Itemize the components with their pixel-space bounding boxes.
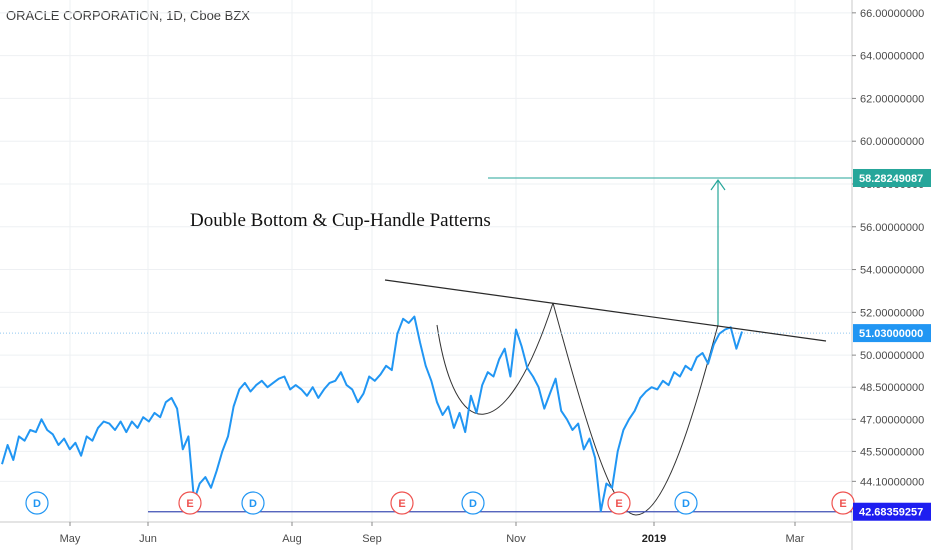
cup-curve-1 xyxy=(436,302,554,415)
dividend-marker-circle xyxy=(461,491,485,515)
last-price-tag: 51.03000000 xyxy=(853,324,931,343)
earnings-marker-label: E xyxy=(839,498,846,510)
y-tick-label: 50.00000000 xyxy=(860,350,924,362)
dividend-marker-label: D xyxy=(33,498,41,510)
target-price-tag-label: 58.28249087 xyxy=(859,173,923,185)
cup-curve-2 xyxy=(552,302,719,516)
y-tick-label: 54.00000000 xyxy=(860,265,924,277)
y-tick-label: 44.10000000 xyxy=(860,476,924,488)
dividend-marker-label: D xyxy=(682,498,690,510)
earnings-marker-label: E xyxy=(186,498,193,510)
earnings-marker: E xyxy=(178,491,202,515)
earnings-marker-label: E xyxy=(615,498,622,510)
dividend-marker: D xyxy=(25,491,49,515)
price-tags: 58.28249087 51.03000000 42.68359257 xyxy=(853,168,931,521)
dividend-marker-circle xyxy=(241,491,265,515)
earnings-marker: E xyxy=(607,491,631,515)
y-tick-label: 64.00000000 xyxy=(860,51,924,63)
y-tick-label: 45.50000000 xyxy=(860,446,924,458)
earnings-marker-label: E xyxy=(398,498,405,510)
x-tick-label: 2019 xyxy=(642,533,666,545)
earnings-marker: E xyxy=(390,491,414,515)
target-arrow-head xyxy=(710,178,726,191)
x-tick-label: May xyxy=(60,533,81,545)
x-tick-label: Jun xyxy=(139,533,157,545)
x-tick-label: Sep xyxy=(362,533,382,545)
dividend-marker: D xyxy=(461,491,485,515)
dividend-marker-circle xyxy=(25,491,49,515)
dividend-marker-circle xyxy=(674,491,698,515)
x-tick-label: Aug xyxy=(282,533,302,545)
annotation-text: Double Bottom & Cup-Handle Patterns xyxy=(190,210,491,231)
dividend-marker-label: D xyxy=(249,498,257,510)
earnings-marker-circle xyxy=(390,491,414,515)
earnings-marker-circle xyxy=(178,491,202,515)
level-lines xyxy=(0,177,852,513)
last-price-tag-bg xyxy=(853,324,931,343)
x-tick-label: Mar xyxy=(786,533,805,545)
y-tick-label: 66.00000000 xyxy=(860,8,924,20)
support-price-tag-bg xyxy=(853,502,931,521)
target-price-tag: 58.28249087 xyxy=(853,168,931,187)
target-price-tag-bg xyxy=(853,168,931,187)
y-tick-label: 62.00000000 xyxy=(860,93,924,105)
support-price-tag: 42.68359257 xyxy=(853,502,931,521)
pattern-curves xyxy=(436,302,719,516)
dividend-marker: D xyxy=(241,491,265,515)
earnings-marker-circle xyxy=(607,491,631,515)
dividend-marker: D xyxy=(674,491,698,515)
symbol-title: ORACLE CORPORATION, 1D, Cboe BZX xyxy=(6,8,250,23)
price-series xyxy=(1,315,743,513)
grid xyxy=(0,0,852,522)
dividend-marker-label: D xyxy=(469,498,477,510)
y-tick-label: 52.00000000 xyxy=(860,307,924,319)
y-axis: 66.00000000 64.00000000 62.00000000 60.0000… xyxy=(852,8,924,488)
last-price-tag-label: 51.03000000 xyxy=(859,328,923,340)
y-tick-label: 48.50000000 xyxy=(860,382,924,394)
support-price-tag-label: 42.68359257 xyxy=(859,507,923,519)
x-tick-label: Nov xyxy=(506,533,526,545)
y-tick-label: 47.00000000 xyxy=(860,414,924,426)
axis-lines xyxy=(0,0,853,550)
price-line xyxy=(1,315,743,513)
earnings-marker: E xyxy=(831,491,855,515)
y-tick-label: 56.00000000 xyxy=(860,222,924,234)
resistance-trendline xyxy=(384,279,827,342)
x-axis: May Jun Aug Sep Nov 2019 Mar xyxy=(60,522,805,545)
drawings xyxy=(384,178,827,342)
y-tick-label: 60.00000000 xyxy=(860,136,924,148)
